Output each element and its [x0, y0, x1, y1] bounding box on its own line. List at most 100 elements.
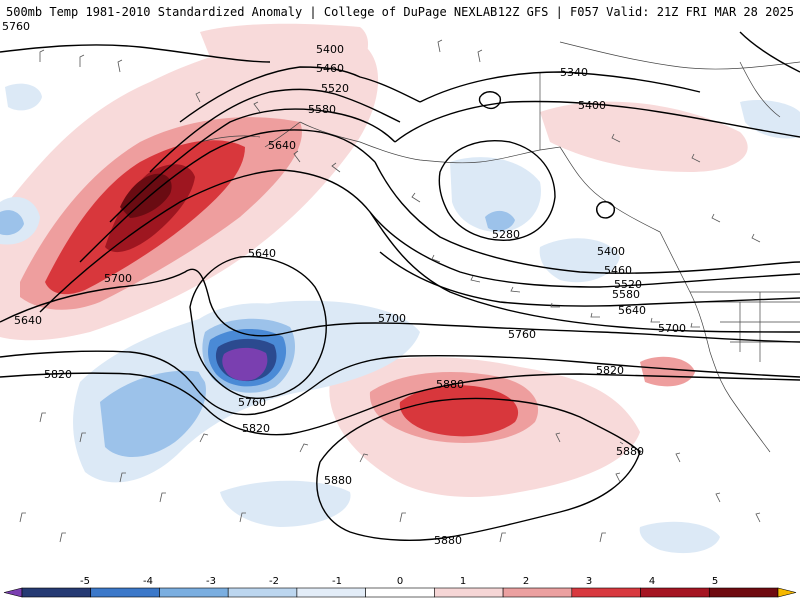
contour-label: 5820 — [44, 368, 72, 381]
cold-anomaly-mid-sw — [100, 370, 206, 458]
contour-label: 5520 — [614, 278, 642, 291]
cold-anomaly-purple-center — [222, 347, 268, 381]
contour-5520-east — [369, 211, 800, 288]
legend-swatch — [3, 587, 23, 598]
contour-label: 5640 — [248, 247, 276, 260]
legend-tick-label: 3 — [586, 576, 592, 587]
contour-5880-ring — [316, 397, 641, 541]
contour-small-circle — [478, 91, 502, 110]
contour-5640-loop — [189, 255, 327, 399]
contour-label: 5640 — [14, 314, 42, 327]
legend-swatch — [777, 587, 797, 598]
contour-5400-east — [394, 100, 800, 143]
contour-5760-ne — [739, 31, 800, 73]
contour-5580-east — [379, 251, 800, 307]
contour-label: 5760 — [238, 396, 266, 409]
warm-anomaly-red-se — [399, 385, 519, 437]
legend-swatch — [296, 587, 366, 598]
legend-tick-label: 4 — [649, 576, 655, 587]
legend-swatch — [90, 587, 160, 598]
contour-label: 5700 — [658, 322, 686, 335]
legend-swatch — [502, 587, 573, 598]
height-contours — [0, 31, 800, 541]
contour-label: 5580 — [612, 288, 640, 301]
contour-label: 5640 — [618, 304, 646, 317]
legend-tick-label: -5 — [80, 576, 90, 587]
legend-tick-label: 2 — [523, 576, 529, 587]
color-legend: -5 -4 -3 -2 -1 0 1 2 3 4 5 — [3, 576, 797, 598]
legend-swatch — [640, 587, 710, 598]
wind-barbs — [19, 39, 761, 543]
cold-anomaly-mid-gulf — [485, 210, 515, 231]
canada-coast — [739, 61, 781, 118]
legend-ticks: -5 -4 -3 -2 -1 0 1 2 3 4 5 — [80, 576, 718, 587]
contour-5340 — [419, 71, 701, 103]
contour-label: 5400 — [316, 43, 344, 56]
contour-gulf-low — [438, 140, 556, 241]
legend-tick-label: -4 — [143, 576, 153, 587]
contour-5760-nw — [0, 44, 271, 63]
legend-tick-label: -2 — [269, 576, 279, 587]
contour-label: 5280 — [492, 228, 520, 241]
contour-5580-north — [79, 129, 376, 263]
contour-label: 5820 — [242, 422, 270, 435]
contour-label: 5760 — [508, 328, 536, 341]
contour-label: 5520 — [321, 82, 349, 95]
legend-tick-label: 0 — [397, 576, 403, 587]
legend-tick-label: -3 — [206, 576, 216, 587]
contour-label: 5880 — [436, 378, 464, 391]
contour-label: 5880 — [616, 445, 644, 458]
legend-tick-label: 5 — [712, 576, 718, 587]
siberia-coast — [199, 135, 261, 143]
north-coast — [559, 41, 800, 70]
contour-label: 5760 — [2, 22, 30, 33]
contour-label: 5400 — [597, 245, 625, 258]
legend-tick-label: -1 — [332, 576, 342, 587]
contour-label: 5340 — [560, 66, 588, 79]
contour-5760-loop — [0, 350, 800, 416]
contour-5820-main — [0, 372, 800, 436]
legend-swatch — [21, 587, 92, 598]
hawaii-islands — [619, 441, 643, 453]
cold-anomaly-mid-west — [0, 210, 24, 236]
contour-label: 5640 — [268, 139, 296, 152]
header-bar: 500mb Temp 1981-2010 Standardized Anomal… — [0, 0, 800, 22]
legend-swatch — [708, 587, 779, 598]
contour-small-circle-2 — [595, 201, 615, 219]
contour-label: 5880 — [324, 474, 352, 487]
contour-5400-north — [179, 66, 421, 123]
warm-anomaly-darkest-nw — [120, 173, 172, 218]
contour-label: 5460 — [604, 264, 632, 277]
cold-anomaly-light-nw — [5, 83, 42, 111]
cold-anomaly-light-gulf — [450, 157, 541, 233]
negative-anomaly-shading — [0, 83, 800, 554]
contour-label: 5580 — [308, 103, 336, 116]
contour-5460-north — [149, 88, 401, 173]
contour-label: 5460 — [316, 62, 344, 75]
contour-5700-main — [0, 268, 800, 343]
warm-anomaly-light-top — [200, 23, 369, 93]
contour-label: 5700 — [104, 272, 132, 285]
alaska-peninsula — [264, 121, 301, 148]
contour-label: 5400 — [578, 99, 606, 112]
alaska-coastline — [299, 121, 661, 233]
warm-anomaly-light-east — [540, 101, 748, 172]
legend-swatch — [365, 587, 435, 598]
legend-tick-label: 1 — [460, 576, 466, 587]
legend-swatch — [571, 587, 641, 598]
contour-5520-north — [109, 108, 396, 223]
contour-5460-east — [374, 161, 800, 274]
legend-swatch — [227, 587, 298, 598]
legend-swatch — [159, 587, 229, 598]
contour-label: 5820 — [596, 364, 624, 377]
contour-label: 5880 — [434, 534, 462, 547]
legend-swatch — [434, 587, 504, 598]
warm-anomaly-mid-e — [640, 356, 695, 387]
cold-anomaly-light-ne — [539, 238, 620, 283]
map-canvas: 5400 5460 5520 5580 5640 5340 5400 5280 … — [0, 22, 800, 572]
legend-swatches — [3, 587, 797, 598]
cold-anomaly-light-se — [639, 521, 720, 554]
contour-labels: 5400 5460 5520 5580 5640 5340 5400 5280 … — [2, 22, 686, 547]
map-title: 500mb Temp 1981-2010 Standardized Anomal… — [6, 5, 498, 19]
